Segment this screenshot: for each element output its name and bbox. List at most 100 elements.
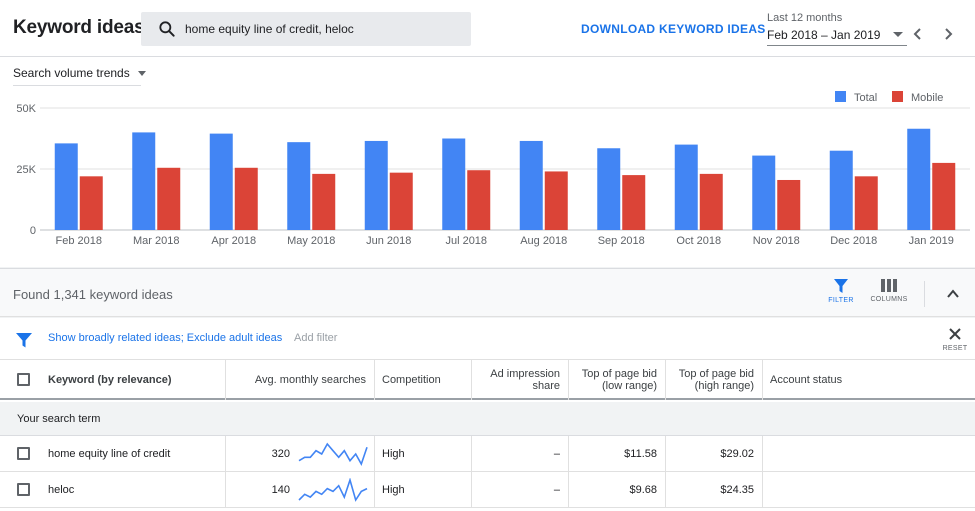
search-volume-trends-dropdown[interactable]: Search volume trends — [13, 66, 146, 80]
bar-total — [519, 140, 543, 230]
chevron-up-icon[interactable] — [946, 287, 960, 301]
bar-mobile — [777, 179, 801, 230]
toolbar-divider — [924, 281, 925, 307]
results-toolbar: Found 1,341 keyword ideas FILTER COLUMNS — [0, 268, 975, 317]
y-tick-label: 50K — [16, 103, 36, 115]
columns-label: COLUMNS — [870, 296, 908, 303]
columns-button[interactable]: COLUMNS — [864, 279, 914, 303]
header-competition-label: Competition — [382, 374, 441, 386]
search-volume-chart-panel: Search volume trends Total Mobile 0 25K 50… — [0, 57, 975, 267]
date-range-underline — [767, 45, 907, 46]
cell-bid-high: $24.35 — [666, 472, 763, 508]
trend-sparkline — [298, 442, 368, 466]
x-tick-label: Mar 2018 — [133, 235, 179, 247]
header-bid-high[interactable]: Top of page bid (high range) — [666, 360, 763, 400]
found-count: Found 1,341 keyword ideas — [13, 287, 173, 302]
reset-button[interactable]: RESET — [940, 327, 970, 352]
bar-total — [209, 133, 233, 230]
bid-low-value: $9.68 — [629, 484, 657, 496]
x-tick-label: May 2018 — [287, 235, 335, 247]
group-label: Your search term — [17, 413, 101, 425]
y-tick-label: 0 — [30, 225, 36, 237]
dropdown-underline — [13, 85, 141, 86]
cell-account-status — [763, 472, 975, 508]
bar-total — [752, 155, 776, 230]
header-keyword[interactable]: Keyword (by relevance) — [0, 360, 226, 400]
search-input[interactable]: home equity line of credit, heloc — [185, 22, 354, 36]
header-account-status[interactable]: Account status — [763, 360, 975, 400]
x-tick-label: Nov 2018 — [753, 235, 800, 247]
bar-total — [287, 142, 311, 230]
impression-value: – — [553, 484, 560, 496]
x-tick-label: Jul 2018 — [445, 235, 487, 247]
columns-icon — [881, 279, 897, 292]
x-tick-label: Apr 2018 — [211, 235, 256, 247]
filter-button[interactable]: FILTER — [816, 279, 866, 304]
download-keyword-ideas-link[interactable]: DOWNLOAD KEYWORD IDEAS — [581, 22, 766, 36]
header-impression-l1: Ad impression — [490, 368, 560, 380]
header-keyword-label: Keyword (by relevance) — [48, 374, 172, 386]
legend-mobile[interactable]: Mobile — [892, 91, 943, 104]
bar-total — [442, 138, 466, 230]
bar-mobile — [467, 170, 491, 230]
header-avg-monthly-searches[interactable]: Avg. monthly searches — [226, 360, 375, 400]
trend-sparkline — [298, 478, 368, 502]
table-row[interactable]: home equity line of credit 320 High – $1… — [0, 436, 975, 472]
bar-mobile — [544, 171, 568, 230]
cell-competition: High — [375, 436, 472, 472]
row-checkbox[interactable] — [17, 483, 30, 496]
chevron-down-icon[interactable] — [893, 32, 903, 37]
cell-bid-low: $9.68 — [569, 472, 666, 508]
chevron-right-icon[interactable] — [940, 26, 956, 42]
cell-competition: High — [375, 472, 472, 508]
table-row[interactable]: heloc 140 High – $9.68 $24.35 — [0, 472, 975, 508]
bar-total — [907, 128, 931, 230]
close-icon — [949, 328, 961, 340]
cell-bid-low: $11.58 — [569, 436, 666, 472]
bar-mobile — [312, 173, 336, 230]
searches-value: 320 — [271, 448, 290, 460]
searches-value: 140 — [271, 484, 290, 496]
filter-icon — [834, 279, 848, 293]
header-searches-label: Avg. monthly searches — [254, 374, 366, 386]
chevron-left-icon[interactable] — [910, 26, 926, 42]
keyword-table: Keyword (by relevance) Avg. monthly sear… — [0, 360, 975, 511]
bar-chart: 0 25K 50K Feb 2018 Mar 2018 Apr 2018 May 2018 J… — [16, 103, 970, 247]
caret-down-icon — [137, 71, 146, 77]
table-header: Keyword (by relevance) Avg. monthly sear… — [0, 360, 975, 400]
sparkline-path — [298, 478, 368, 502]
bar-total — [829, 150, 853, 230]
bid-high-value: $29.02 — [720, 448, 754, 460]
top-header: Keyword ideas home equity line of credit… — [0, 0, 975, 57]
legend-total-swatch — [835, 91, 846, 102]
legend-mobile-swatch — [892, 91, 903, 102]
active-filters-link[interactable]: Show broadly related ideas; Exclude adul… — [48, 332, 283, 344]
header-competition[interactable]: Competition — [375, 360, 472, 400]
x-tick-label: Sep 2018 — [598, 235, 645, 247]
bar-mobile — [79, 176, 103, 230]
header-ad-impression-share[interactable]: Ad impression share — [472, 360, 569, 400]
dropdown-label: Search volume trends — [13, 66, 130, 80]
filter-label: FILTER — [828, 297, 854, 304]
bar-total — [674, 144, 698, 230]
impression-value: – — [553, 448, 560, 460]
date-range-select[interactable]: Feb 2018 – Jan 2019 — [767, 28, 881, 42]
cell-keyword: home equity line of credit — [0, 436, 226, 472]
y-tick-label: 25K — [16, 164, 36, 176]
bar-mobile — [699, 173, 723, 230]
legend-total[interactable]: Total — [835, 91, 877, 104]
row-checkbox[interactable] — [17, 447, 30, 460]
x-tick-label: Aug 2018 — [520, 235, 567, 247]
x-tick-label: Oct 2018 — [676, 235, 721, 247]
bid-low-value: $11.58 — [624, 448, 657, 460]
select-all-checkbox[interactable] — [17, 373, 30, 386]
keyword-search-box[interactable]: home equity line of credit, heloc — [141, 12, 471, 46]
header-bid-low[interactable]: Top of page bid (low range) — [569, 360, 666, 400]
add-filter-input[interactable]: Add filter — [294, 332, 338, 344]
group-row-your-search-term: Your search term — [0, 402, 975, 436]
keyword-text: heloc — [48, 484, 75, 496]
cell-impression-share: – — [472, 472, 569, 508]
keyword-text: home equity line of credit — [48, 448, 171, 460]
header-bid-high-l2: (high range) — [694, 380, 754, 392]
legend-total-label: Total — [854, 92, 878, 104]
